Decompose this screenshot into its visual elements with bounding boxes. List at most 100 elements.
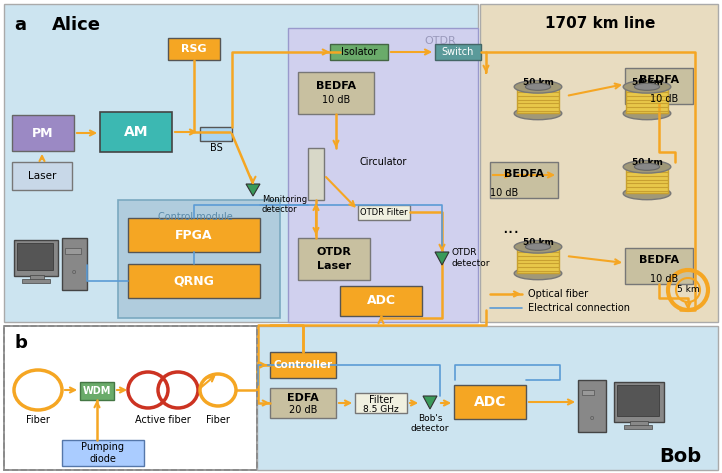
- Bar: [270, 352, 336, 378]
- Text: Filter: Filter: [369, 395, 393, 405]
- Bar: [4, 326, 257, 470]
- Bar: [308, 148, 324, 200]
- Bar: [128, 218, 260, 252]
- Ellipse shape: [514, 267, 562, 280]
- Bar: [62, 440, 144, 466]
- Bar: [12, 115, 74, 151]
- Bar: [14, 240, 58, 276]
- Text: OTDR Filter: OTDR Filter: [360, 208, 408, 217]
- Bar: [578, 380, 606, 432]
- Text: Laser: Laser: [317, 261, 351, 271]
- Bar: [30, 275, 44, 280]
- Bar: [617, 385, 659, 416]
- Text: 20 dB: 20 dB: [289, 405, 317, 415]
- Text: BEDFA: BEDFA: [639, 255, 679, 265]
- Bar: [22, 279, 50, 283]
- Text: 10 dB: 10 dB: [650, 274, 678, 284]
- Ellipse shape: [514, 80, 562, 93]
- Bar: [80, 382, 114, 400]
- Text: Optical fiber: Optical fiber: [528, 289, 588, 299]
- Text: BS: BS: [209, 143, 222, 153]
- Text: FPGA: FPGA: [175, 228, 213, 242]
- Bar: [128, 264, 260, 298]
- Bar: [270, 388, 336, 418]
- Text: 50 km: 50 km: [632, 158, 663, 166]
- Bar: [624, 425, 652, 429]
- Bar: [62, 238, 87, 290]
- Bar: [298, 238, 370, 280]
- Text: PM: PM: [32, 126, 53, 140]
- Bar: [100, 112, 172, 152]
- Bar: [625, 248, 693, 284]
- Text: Pumping
diode: Pumping diode: [82, 442, 124, 464]
- Bar: [12, 162, 72, 190]
- Bar: [17, 243, 53, 270]
- Bar: [288, 28, 478, 322]
- Bar: [630, 421, 648, 426]
- Bar: [330, 44, 388, 60]
- Bar: [517, 247, 559, 273]
- Text: Monitoring
detector: Monitoring detector: [262, 195, 307, 214]
- Bar: [625, 68, 693, 104]
- Text: Bob: Bob: [659, 447, 701, 465]
- Text: Alice: Alice: [52, 16, 101, 34]
- Ellipse shape: [623, 107, 671, 120]
- Text: Switch: Switch: [442, 47, 474, 57]
- Text: BEDFA: BEDFA: [639, 75, 679, 85]
- Text: EDFA: EDFA: [287, 393, 319, 403]
- Text: Fiber: Fiber: [26, 415, 50, 425]
- Bar: [4, 326, 257, 470]
- Text: Electrical connection: Electrical connection: [528, 303, 630, 313]
- Text: QRNG: QRNG: [173, 274, 214, 288]
- Text: Controller: Controller: [274, 360, 333, 370]
- Text: 10 dB: 10 dB: [490, 188, 518, 198]
- Text: 50 km: 50 km: [632, 78, 663, 87]
- Bar: [340, 286, 422, 316]
- Bar: [614, 382, 664, 422]
- Bar: [626, 87, 668, 114]
- Text: Circulator: Circulator: [360, 157, 407, 167]
- Bar: [358, 205, 410, 220]
- Polygon shape: [246, 184, 260, 196]
- Text: AM: AM: [123, 125, 148, 139]
- Text: Isolator: Isolator: [341, 47, 377, 57]
- Polygon shape: [423, 396, 437, 409]
- Bar: [435, 44, 481, 60]
- Text: Laser: Laser: [28, 171, 56, 181]
- Text: OTDR: OTDR: [425, 36, 456, 46]
- Bar: [4, 4, 478, 322]
- Bar: [118, 200, 280, 318]
- Polygon shape: [435, 252, 449, 265]
- Ellipse shape: [623, 80, 671, 93]
- Ellipse shape: [623, 187, 671, 200]
- Ellipse shape: [514, 107, 562, 120]
- Bar: [480, 4, 718, 322]
- Bar: [582, 390, 594, 395]
- Ellipse shape: [635, 83, 660, 90]
- Bar: [454, 385, 526, 419]
- Text: 50 km: 50 km: [523, 78, 554, 87]
- Bar: [200, 127, 232, 141]
- Text: Active fiber: Active fiber: [135, 415, 191, 425]
- Text: o: o: [590, 415, 594, 421]
- Text: OTDR
detector: OTDR detector: [451, 248, 490, 268]
- Text: BEDFA: BEDFA: [504, 169, 544, 179]
- Text: 10 dB: 10 dB: [650, 94, 678, 104]
- Ellipse shape: [526, 243, 551, 250]
- Text: 50 km: 50 km: [523, 237, 554, 246]
- Text: Control module: Control module: [158, 212, 232, 222]
- Text: o: o: [72, 269, 76, 275]
- Text: ...: ...: [502, 219, 519, 237]
- Text: Fiber: Fiber: [206, 415, 230, 425]
- Ellipse shape: [514, 240, 562, 253]
- Text: Bob's
detector: Bob's detector: [411, 414, 449, 433]
- Text: ADC: ADC: [367, 295, 396, 307]
- Text: RSG: RSG: [181, 44, 206, 54]
- Text: 10 dB: 10 dB: [322, 95, 350, 105]
- Ellipse shape: [623, 160, 671, 173]
- Text: 8.5 GHz: 8.5 GHz: [363, 405, 399, 414]
- Text: BEDFA: BEDFA: [316, 81, 356, 91]
- Bar: [355, 393, 407, 413]
- Bar: [168, 38, 220, 60]
- Text: 1707 km line: 1707 km line: [545, 16, 655, 31]
